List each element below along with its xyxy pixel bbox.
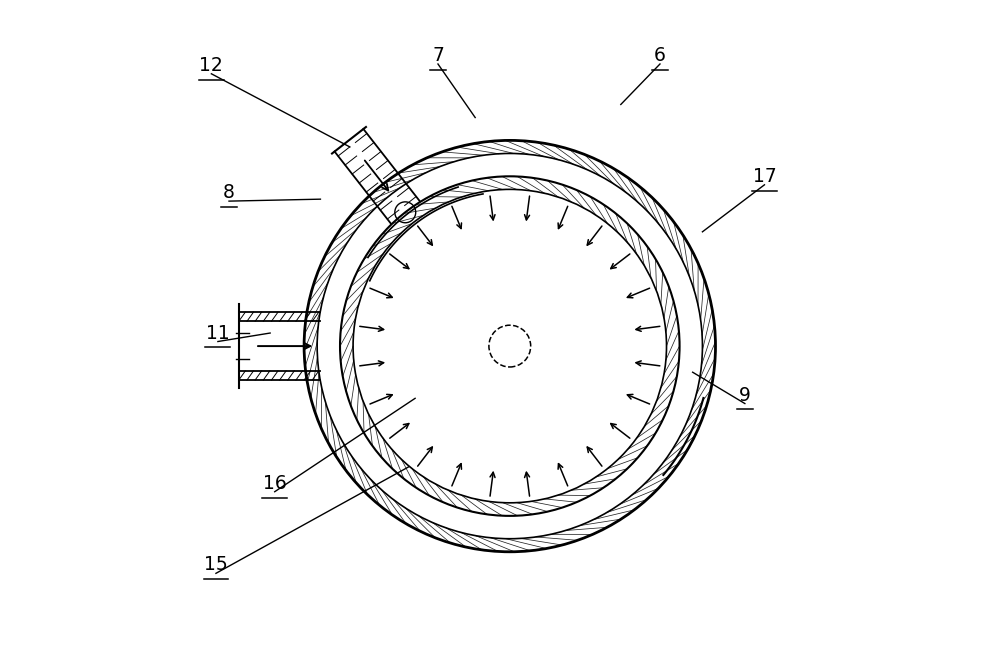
- Text: 7: 7: [432, 46, 444, 65]
- Text: 6: 6: [654, 46, 666, 65]
- Text: 17: 17: [753, 167, 776, 186]
- Text: 12: 12: [199, 56, 223, 75]
- Text: 8: 8: [223, 183, 235, 202]
- Text: 15: 15: [204, 555, 228, 575]
- Text: 11: 11: [206, 323, 230, 343]
- Text: 16: 16: [263, 473, 287, 493]
- Text: 9: 9: [739, 385, 751, 405]
